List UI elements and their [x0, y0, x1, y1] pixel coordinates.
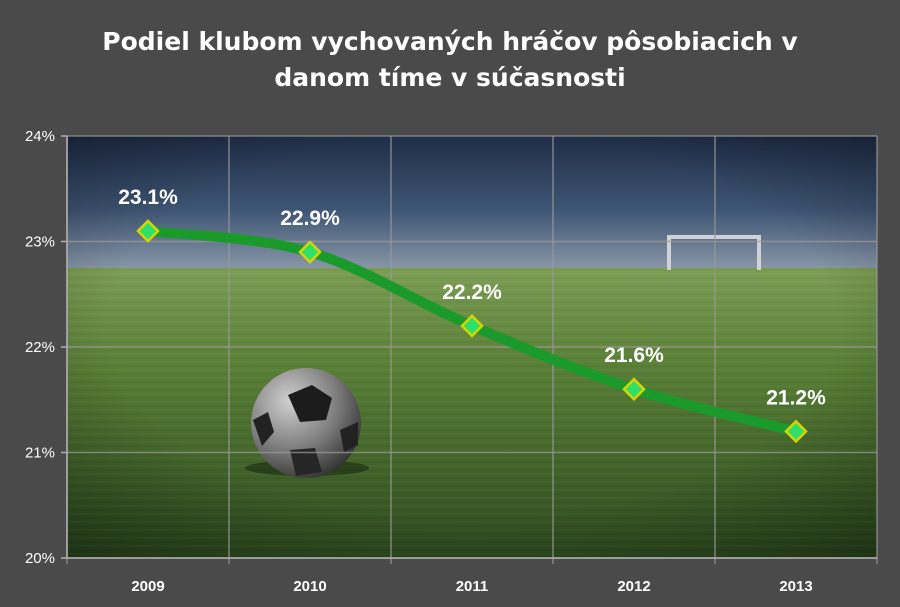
y-tick-label: 21% — [25, 445, 55, 462]
x-tick-label: 2012 — [617, 578, 650, 595]
x-tick-label: 2010 — [293, 578, 326, 595]
data-series: 23.1% 22.9% 22.2% 21.6% 21.2% — [118, 186, 826, 444]
data-label: 23.1% — [118, 186, 178, 209]
data-point-marker — [622, 377, 646, 401]
y-tick-label: 22% — [25, 339, 55, 356]
data-point-marker — [136, 219, 160, 243]
data-point-marker — [298, 240, 322, 264]
axes: 20% 21% 22% 23% 24% 2009 2010 2011 2012 2013 — [25, 128, 877, 595]
data-label: 21.6% — [604, 344, 664, 367]
data-label: 21.2% — [766, 386, 826, 409]
x-tick-label: 2009 — [131, 578, 164, 595]
y-tick-label: 20% — [25, 550, 55, 567]
y-tick-label: 23% — [25, 234, 55, 251]
data-point-marker — [460, 314, 484, 338]
y-tick-label: 24% — [25, 128, 55, 145]
x-tick-label: 2011 — [456, 578, 489, 595]
chart-title-line2: danom tíme v súčasnosti — [274, 63, 626, 92]
data-label: 22.9% — [280, 207, 340, 230]
x-tick-label: 2013 — [779, 578, 812, 595]
chart-title: Podiel klubom vychovaných hráčov pôsobia… — [0, 24, 900, 96]
data-label: 22.2% — [442, 281, 502, 304]
data-point-marker — [784, 419, 808, 444]
chart-title-line1: Podiel klubom vychovaných hráčov pôsobia… — [102, 27, 798, 56]
